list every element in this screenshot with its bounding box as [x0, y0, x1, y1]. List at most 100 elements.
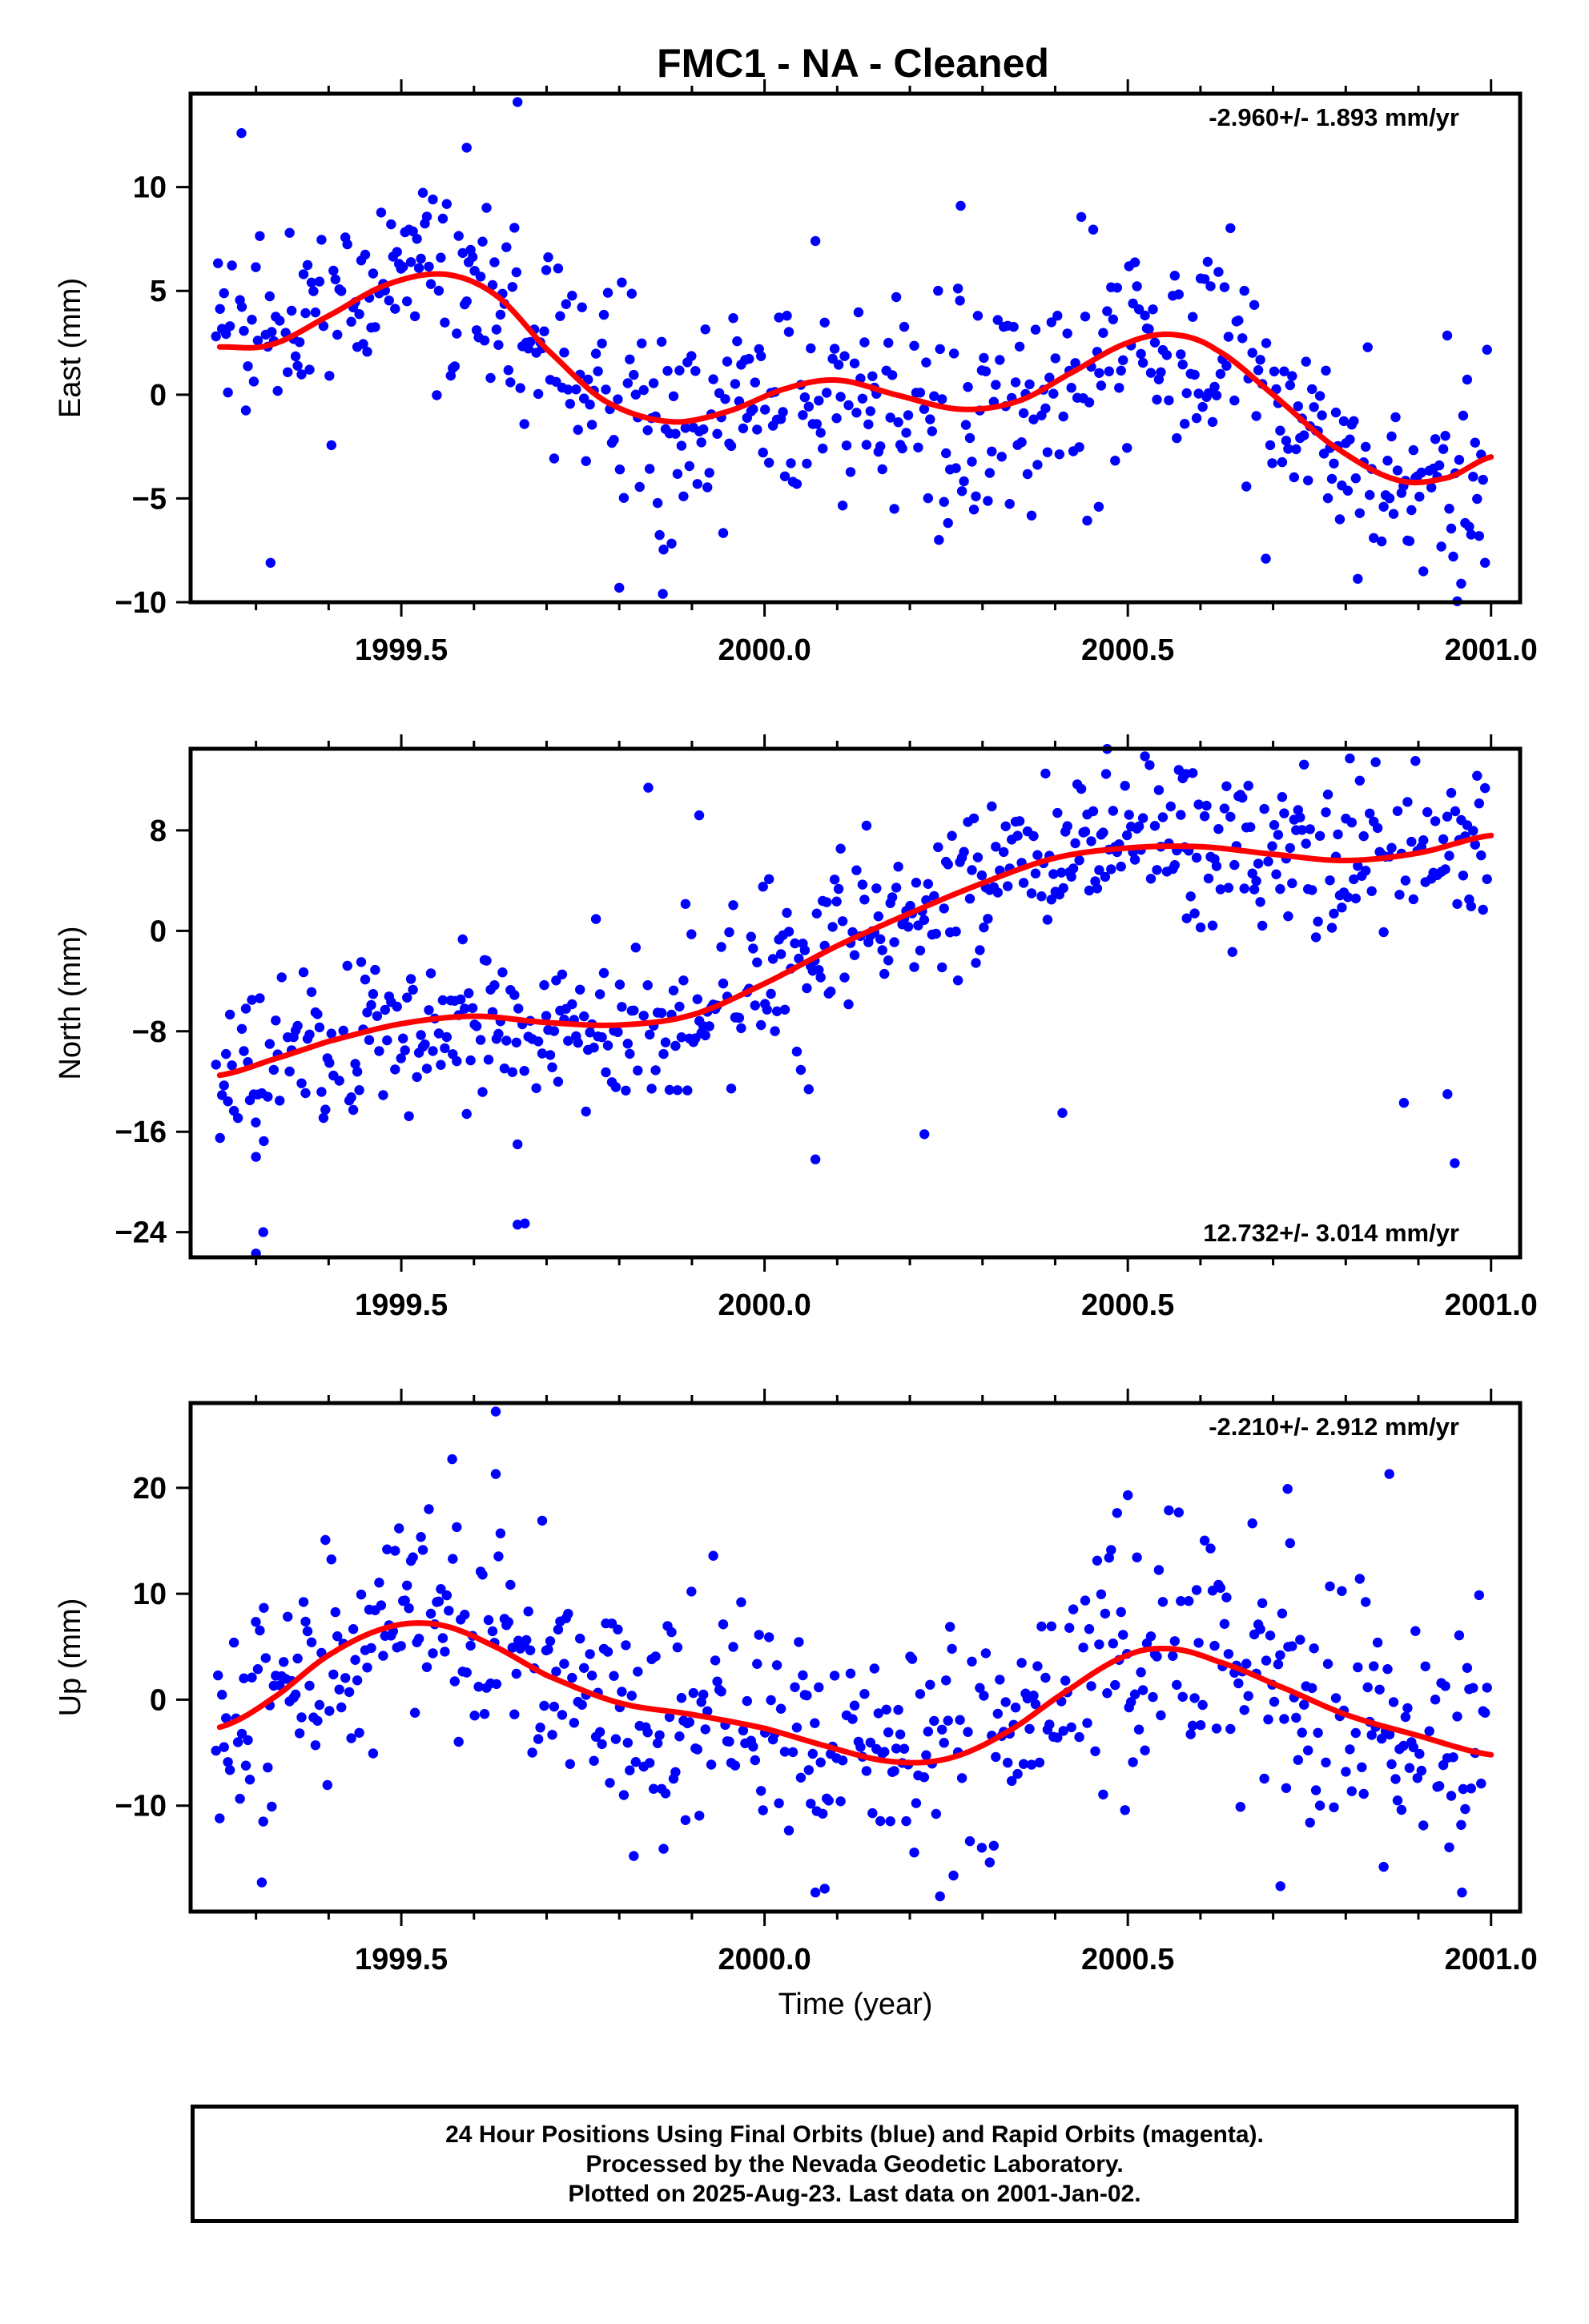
up-data-point [686, 1586, 697, 1597]
north-data-point [1074, 855, 1084, 866]
up-data-point [610, 1734, 622, 1744]
up-data-point [404, 1603, 414, 1614]
east-data-point [1388, 509, 1399, 519]
north-data-point [1137, 813, 1149, 823]
east-data-point [362, 347, 372, 357]
up-data-point [1209, 1640, 1220, 1651]
east-data-point [579, 393, 589, 404]
up-data-point [1259, 1773, 1269, 1784]
east-data-point [645, 464, 655, 474]
up-data-point [817, 1808, 828, 1819]
up-data-point [991, 1751, 1001, 1763]
north-data-point [370, 964, 380, 975]
up-data-point [1369, 1661, 1379, 1671]
east-data-point [1164, 395, 1174, 406]
east-data-point [1309, 402, 1319, 412]
up-data-point [1173, 1507, 1185, 1518]
east-data-point [1177, 360, 1188, 370]
north-data-point [642, 980, 653, 991]
north-x-tick-label: 2000.5 [1081, 1289, 1174, 1322]
north-data-point [1003, 881, 1013, 891]
up-data-point [1092, 1555, 1103, 1566]
up-data-point [1157, 1597, 1169, 1607]
north-data-point [513, 1003, 524, 1014]
east-data-point [236, 128, 247, 139]
north-data-point [968, 813, 980, 824]
north-data-point [354, 1085, 364, 1096]
up-panel: 1999.5 2000.0 2000.5 2001.0 −10 0 10 20 Up (mm… [54, 1389, 1538, 2021]
up-data-point [1410, 1626, 1421, 1636]
up-data-point [479, 1709, 490, 1719]
north-data-point [471, 1021, 482, 1031]
north-data-point [967, 865, 977, 875]
east-data-points [211, 97, 1492, 606]
east-data-point [267, 327, 277, 337]
up-data-point [855, 1742, 866, 1752]
east-data-point [1334, 514, 1346, 525]
east-data-point [215, 304, 225, 314]
east-data-point [1464, 521, 1474, 532]
east-data-point [698, 424, 709, 435]
north-data-point [219, 1080, 229, 1091]
up-data-point [1412, 1773, 1423, 1783]
east-data-point [565, 399, 575, 409]
up-data-point [802, 1690, 812, 1701]
up-data-point [654, 1730, 665, 1740]
up-data-point [1152, 1651, 1162, 1662]
up-data-point [1424, 1726, 1434, 1736]
north-x-axis: 1999.5 2000.0 2000.5 2001.0 [255, 734, 1538, 1322]
up-data-point [980, 1648, 992, 1659]
east-data-point [1108, 314, 1119, 324]
north-data-point [475, 1035, 486, 1045]
up-data-point [1221, 1592, 1232, 1602]
north-data-point [833, 883, 844, 895]
east-data-point [629, 369, 639, 380]
north-data-point [533, 1036, 544, 1047]
east-data-point [1189, 369, 1200, 380]
north-data-point [680, 899, 691, 910]
east-data-point [867, 371, 878, 381]
up-data-point [1030, 1699, 1041, 1710]
east-data-point [402, 296, 412, 307]
east-data-point [933, 285, 943, 296]
east-data-point [967, 456, 977, 467]
east-data-point [963, 382, 973, 392]
east-data-point [1249, 300, 1260, 310]
east-data-point [726, 440, 737, 452]
north-data-point [783, 927, 794, 937]
up-data-point [976, 1843, 988, 1853]
east-data-point [708, 374, 718, 384]
east-data-point [968, 505, 980, 515]
east-data-point [1239, 285, 1249, 296]
up-data-point [648, 1783, 659, 1794]
east-y-tick-label: 0 [150, 379, 167, 412]
east-data-point [1289, 472, 1300, 483]
north-data-point [964, 894, 976, 904]
up-data-point [1188, 1720, 1198, 1731]
up-data-point [847, 1714, 858, 1724]
north-data-point [676, 1032, 687, 1043]
up-data-point [716, 1687, 726, 1697]
up-data-point [929, 1715, 939, 1727]
east-data-point [817, 443, 828, 454]
east-data-point [1209, 381, 1220, 392]
up-data-point [236, 1728, 247, 1739]
east-data-point [515, 383, 525, 393]
north-data-point [1269, 819, 1280, 830]
up-data-point [1080, 1595, 1091, 1606]
east-data-point [475, 271, 486, 282]
north-data-point [1211, 861, 1222, 871]
east-data-point [416, 253, 426, 264]
up-data-point [718, 1619, 729, 1630]
up-data-point [224, 1765, 235, 1775]
east-data-point [1291, 444, 1301, 455]
north-data-point [215, 1132, 225, 1144]
east-data-point [461, 296, 472, 307]
east-data-point [449, 361, 460, 372]
north-data-point [1014, 816, 1025, 826]
east-data-point [386, 219, 396, 230]
up-data-point [988, 1840, 1000, 1851]
up-data-point [465, 1640, 476, 1651]
up-data-point [477, 1570, 488, 1580]
east-data-point [819, 317, 830, 328]
